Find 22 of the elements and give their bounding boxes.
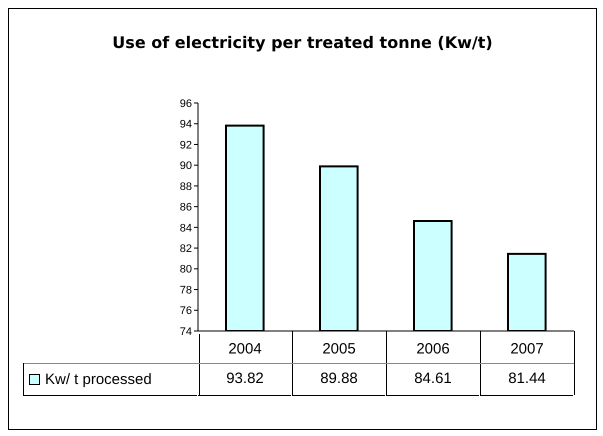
y-tick-label: 92 <box>180 139 192 152</box>
x-tick-label: 2006 <box>416 340 450 358</box>
y-tick-label: 96 <box>180 98 192 110</box>
y-tick-label: 86 <box>180 202 192 214</box>
y-tick-label: 88 <box>180 180 192 193</box>
y-tick-label: 76 <box>180 305 192 318</box>
data-label: 89.88 <box>319 369 359 389</box>
data-label: 84.61 <box>413 369 453 389</box>
y-tick-label: 78 <box>180 284 192 296</box>
y-tick-label: 90 <box>180 160 192 172</box>
x-tick-label: 2005 <box>322 340 356 358</box>
y-tick-label: 82 <box>180 242 192 255</box>
data-label: 93.82 <box>225 369 265 389</box>
x-tick-label: 2007 <box>510 340 544 358</box>
legend-label: Kw/ t processed <box>45 370 152 388</box>
y-tick-label: 94 <box>180 118 192 131</box>
y-tick-label: 84 <box>180 222 192 234</box>
chart-title: Use of electricity per treated tonne (Kw/t) <box>111 33 494 52</box>
y-tick-label: 80 <box>180 264 192 276</box>
data-label: 81.44 <box>507 369 547 389</box>
y-tick-label: 74 <box>180 326 192 338</box>
x-tick-label: 2004 <box>228 340 262 358</box>
